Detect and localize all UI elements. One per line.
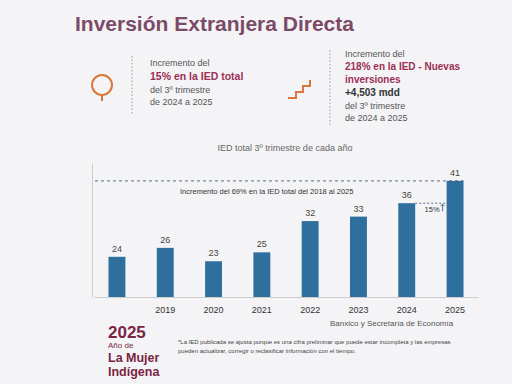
source: Banxico y Secretaría de Economía xyxy=(330,319,454,328)
globe-icon xyxy=(101,95,103,101)
x-tick-label: 2019 xyxy=(155,305,175,315)
card-text: del 3º trimestre xyxy=(150,85,210,95)
y-axis-line xyxy=(92,164,93,298)
card-text: Incremento del xyxy=(150,58,210,68)
globe-icon xyxy=(92,75,112,95)
x-tick-label: 2022 xyxy=(300,305,320,315)
data-label: 36 xyxy=(402,190,412,200)
stairs-icon xyxy=(288,80,310,98)
x-tick-label: 2020 xyxy=(204,305,224,315)
bar xyxy=(350,217,367,297)
background xyxy=(0,0,512,384)
annotation: Incremento del 69% en la IED total del 2… xyxy=(180,187,353,196)
data-label: 41 xyxy=(450,168,460,178)
card-text: 218% en la IED - Nuevas xyxy=(345,61,460,72)
x-tick-label: 2023 xyxy=(348,305,368,315)
card: Incremento del 15% en la IED total del 3º … xyxy=(92,56,243,114)
card-text: inversiones xyxy=(345,74,401,85)
card-text: de 2024 a 2025 xyxy=(345,113,408,123)
x-axis: 2019 2020 2021 2022 2023 2024 2025 xyxy=(95,297,479,315)
bar xyxy=(253,252,270,297)
bar xyxy=(302,221,319,297)
card-text: Incremento del xyxy=(345,49,405,59)
y-axis xyxy=(92,164,93,298)
data-label: 25 xyxy=(257,239,267,249)
bar xyxy=(205,261,222,297)
bar xyxy=(398,203,415,297)
bar xyxy=(108,257,125,297)
x-tick: 2022 xyxy=(300,297,320,315)
footnote: *La IED publicada se ajusta porque es un… xyxy=(178,339,451,345)
card-text: 15% en la IED total xyxy=(150,70,243,82)
card-text: +4,503 mdd xyxy=(345,87,400,98)
card-text: de 2024 a 2025 xyxy=(150,97,213,107)
x-tick: 2023 xyxy=(348,297,368,315)
growth-arrow xyxy=(441,204,445,211)
footnote: pueden actualizar, corregir o reclasific… xyxy=(178,348,356,354)
data-labels: 24 26 23 25 32 33 36 41 xyxy=(112,168,460,258)
x-tick-label: 2025 xyxy=(445,305,465,315)
divider xyxy=(132,56,133,114)
logo-text: La Mujer xyxy=(108,351,160,365)
bar xyxy=(447,181,464,297)
chart-title: IED total 3º trimestre de cada año xyxy=(218,143,353,153)
slide: Inversión Extranjera Directa Incremento d… xyxy=(0,0,512,384)
x-tick-label: 2021 xyxy=(252,305,272,315)
data-label: 26 xyxy=(160,235,170,245)
x-tick: 2025 xyxy=(445,297,465,315)
bars xyxy=(108,181,463,297)
x-tick: 2019 xyxy=(155,297,175,315)
divider xyxy=(330,50,331,126)
data-label: 23 xyxy=(209,248,219,258)
card: Incremento del 218% en la IED - Nuevas inv… xyxy=(288,49,460,126)
card-text: del 3º trimestre xyxy=(345,101,405,111)
bar xyxy=(157,248,174,297)
reference-line xyxy=(95,180,464,181)
x-tick-label: 2024 xyxy=(397,305,417,315)
data-label: 32 xyxy=(305,208,315,218)
data-label: 24 xyxy=(112,244,122,254)
x-tick: 2024 xyxy=(397,297,417,315)
x-axis-line xyxy=(95,297,479,298)
growth-line xyxy=(415,203,446,204)
annotation: 15% xyxy=(425,205,440,214)
slide-title: Inversión Extranjera Directa xyxy=(75,12,354,35)
logo: 2025Año deLa MujerIndígena xyxy=(108,323,160,379)
logo-text: Año de xyxy=(108,341,134,350)
x-tick: 2020 xyxy=(204,297,224,315)
x-tick: 2021 xyxy=(252,297,272,315)
logo-text: Indígena xyxy=(108,365,160,379)
data-label: 33 xyxy=(353,204,363,214)
logo-text: 2025 xyxy=(108,323,146,342)
